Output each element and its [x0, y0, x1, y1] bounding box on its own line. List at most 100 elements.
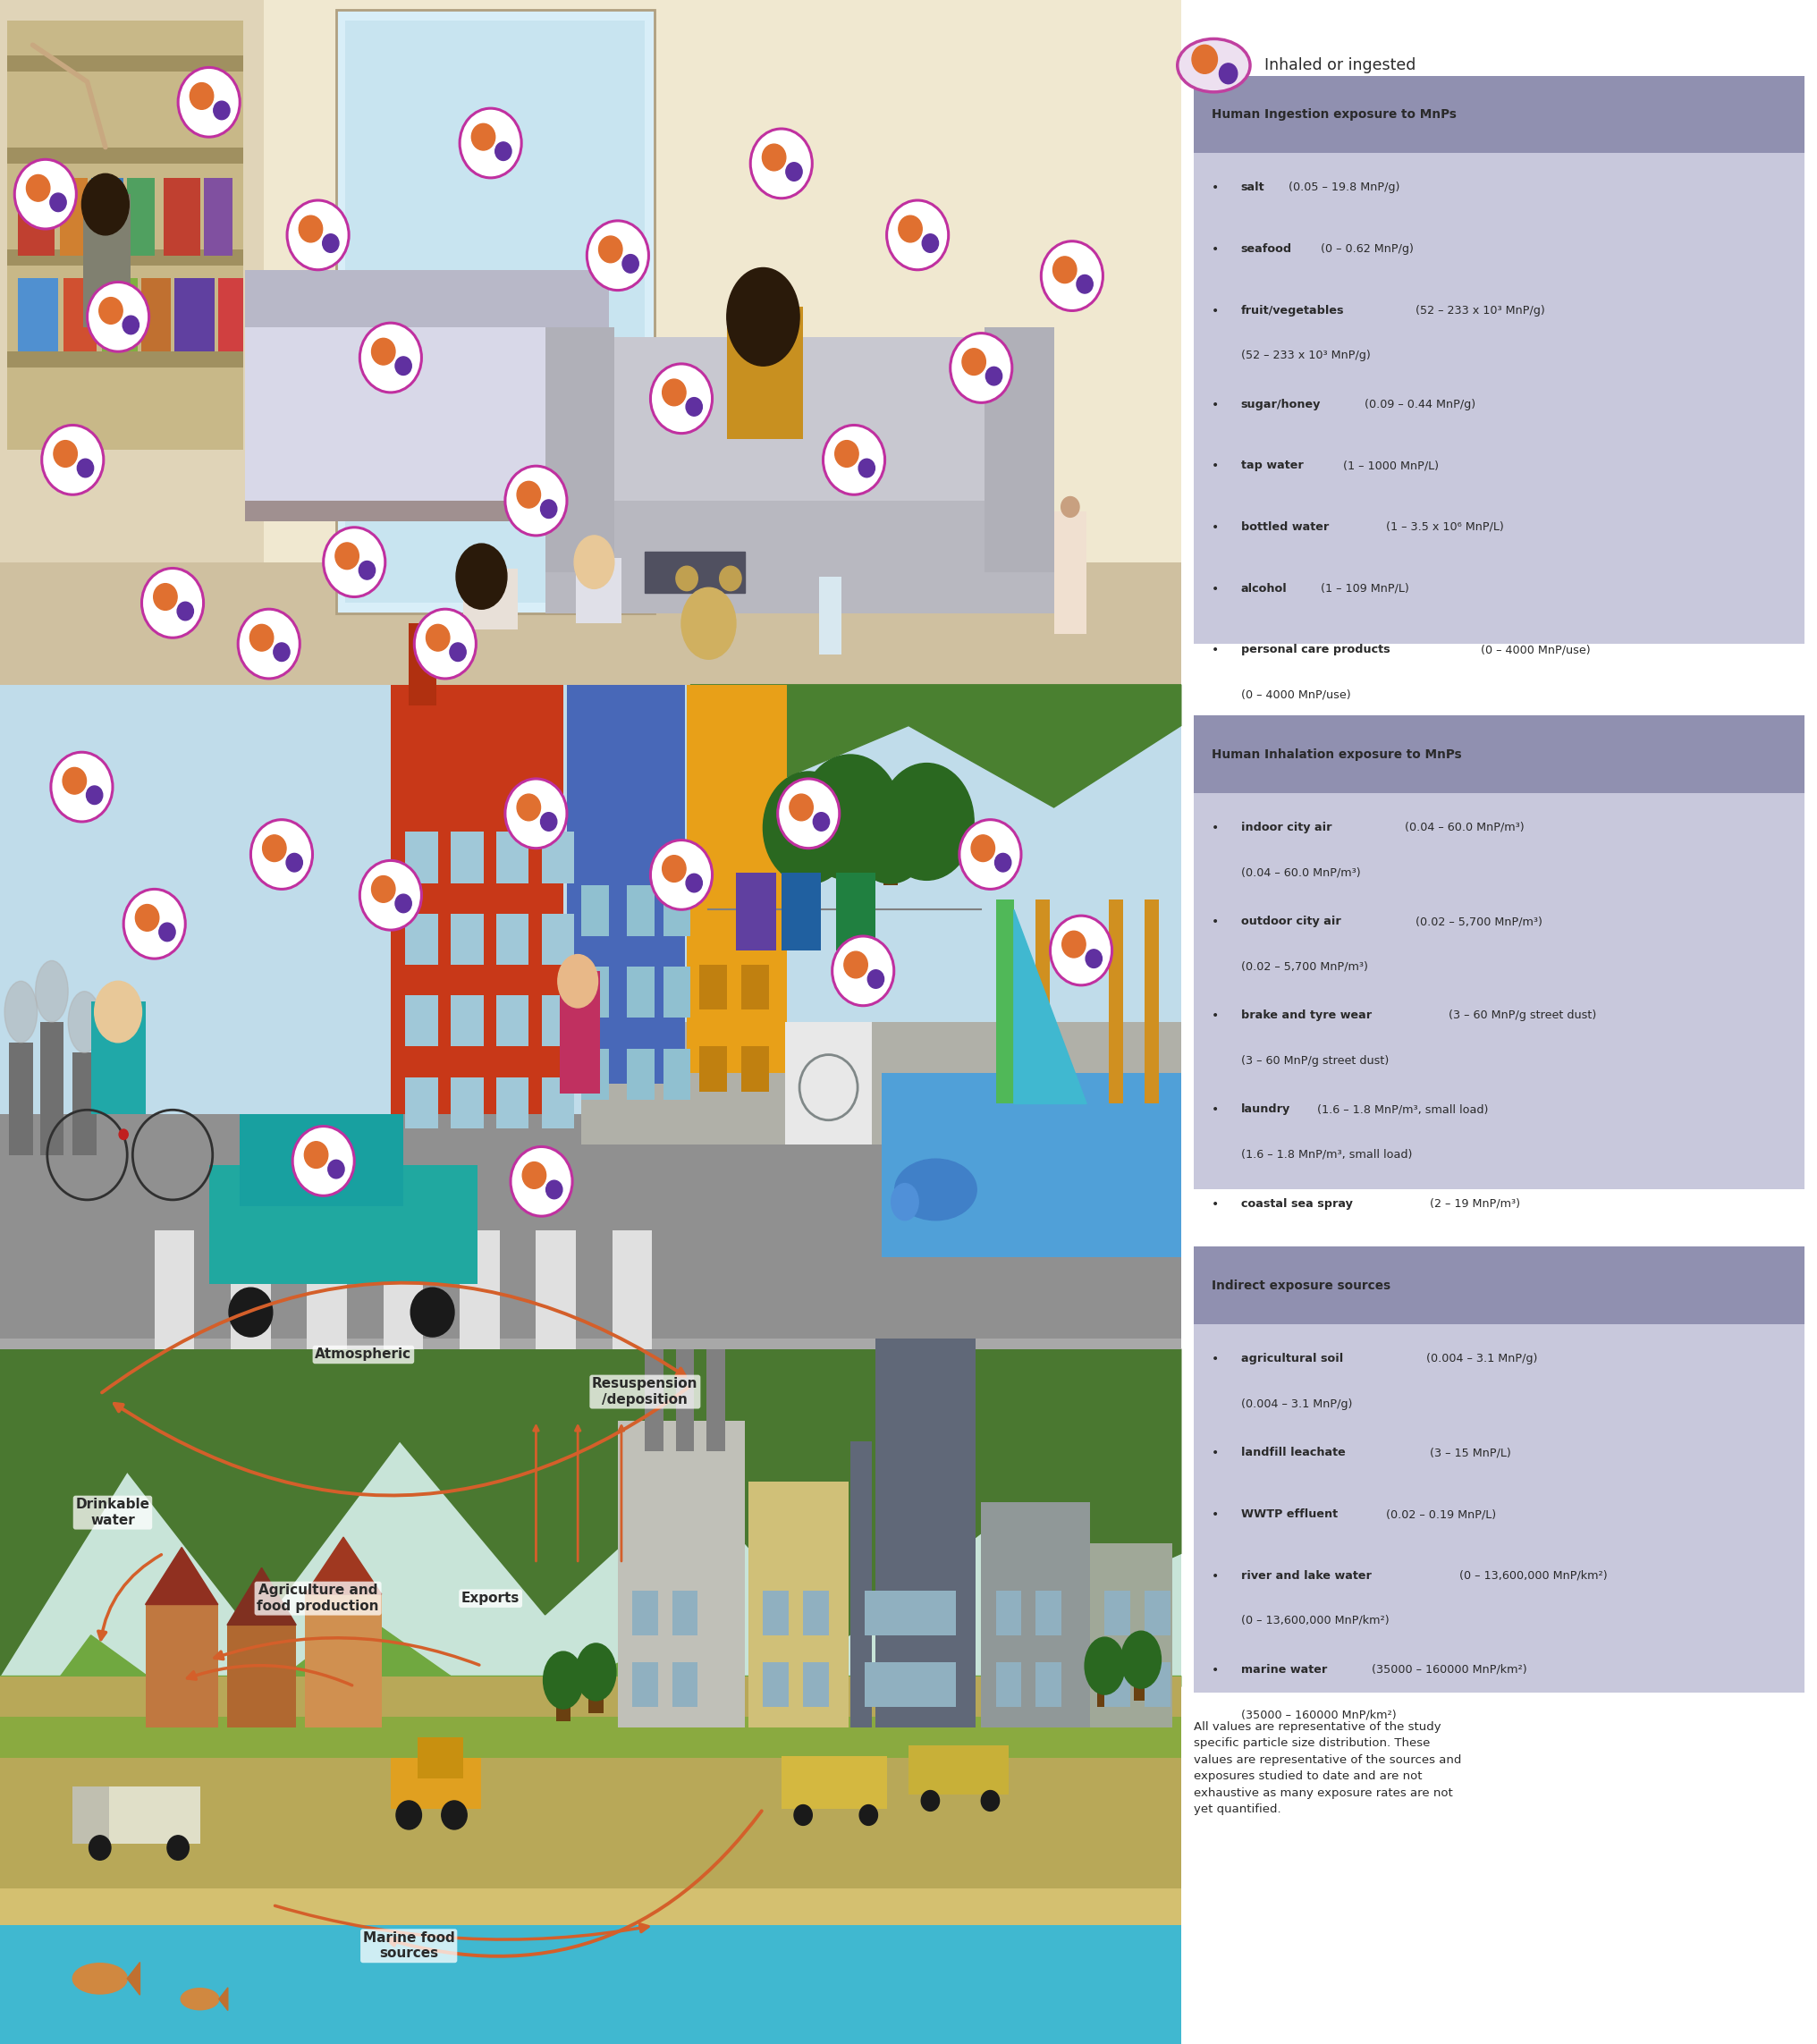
Ellipse shape [1219, 63, 1237, 84]
Text: (0.05 – 19.8 MnP/g): (0.05 – 19.8 MnP/g) [1285, 182, 1399, 194]
Text: •: • [1212, 1104, 1219, 1116]
FancyBboxPatch shape [905, 1662, 930, 1707]
FancyBboxPatch shape [240, 1114, 403, 1206]
Text: All values are representative of the study
specific particle size distribution. : All values are representative of the stu… [1194, 1721, 1461, 1815]
Text: •: • [1212, 583, 1219, 595]
Circle shape [142, 568, 204, 638]
FancyBboxPatch shape [763, 1590, 789, 1635]
FancyBboxPatch shape [1105, 1662, 1130, 1707]
FancyBboxPatch shape [1108, 899, 1123, 1104]
Text: indoor city air: indoor city air [1241, 822, 1332, 834]
Ellipse shape [160, 922, 176, 940]
FancyBboxPatch shape [7, 20, 243, 450]
Circle shape [750, 129, 812, 198]
FancyBboxPatch shape [245, 501, 609, 521]
FancyBboxPatch shape [801, 828, 816, 879]
FancyBboxPatch shape [1194, 1247, 1804, 1325]
FancyBboxPatch shape [18, 178, 55, 256]
Text: (0.02 – 0.19 MnP/L): (0.02 – 0.19 MnP/L) [1383, 1508, 1497, 1521]
FancyBboxPatch shape [91, 178, 124, 256]
Polygon shape [690, 685, 1181, 807]
Text: (0 – 4000 MnP/use): (0 – 4000 MnP/use) [1481, 644, 1590, 656]
Text: •: • [1212, 460, 1219, 472]
Text: (0.02 – 5,700 MnP/m³): (0.02 – 5,700 MnP/m³) [1241, 961, 1368, 973]
Ellipse shape [1121, 1631, 1161, 1688]
FancyBboxPatch shape [672, 1662, 698, 1707]
FancyBboxPatch shape [581, 967, 609, 1018]
FancyBboxPatch shape [850, 1441, 872, 1727]
Ellipse shape [334, 544, 360, 568]
FancyBboxPatch shape [618, 1421, 745, 1727]
Circle shape [293, 1126, 354, 1196]
Ellipse shape [273, 642, 291, 662]
FancyBboxPatch shape [749, 1482, 849, 1727]
Circle shape [124, 889, 185, 959]
FancyBboxPatch shape [418, 1737, 463, 1778]
Ellipse shape [1085, 948, 1101, 969]
FancyBboxPatch shape [981, 1502, 1090, 1727]
FancyBboxPatch shape [1036, 1590, 1061, 1635]
FancyBboxPatch shape [0, 1717, 1181, 1758]
Text: (1.6 – 1.8 MnP/m³, small load): (1.6 – 1.8 MnP/m³, small load) [1241, 1149, 1412, 1161]
Polygon shape [1014, 910, 1087, 1104]
FancyBboxPatch shape [231, 1230, 271, 1349]
FancyBboxPatch shape [7, 147, 243, 164]
Ellipse shape [214, 100, 229, 119]
Ellipse shape [1192, 45, 1217, 74]
FancyBboxPatch shape [996, 899, 1014, 1104]
FancyBboxPatch shape [890, 1662, 916, 1707]
Circle shape [587, 221, 649, 290]
Text: seafood: seafood [1241, 243, 1292, 256]
Ellipse shape [814, 811, 829, 830]
Text: (52 – 233 x 10³ MnP/g): (52 – 233 x 10³ MnP/g) [1415, 305, 1544, 317]
FancyBboxPatch shape [0, 685, 1181, 1349]
FancyArrowPatch shape [214, 1637, 480, 1666]
Ellipse shape [73, 1962, 127, 1995]
Polygon shape [127, 1962, 140, 1995]
Text: (35000 – 160000 MnP/km²): (35000 – 160000 MnP/km²) [1372, 1664, 1526, 1676]
Ellipse shape [358, 560, 374, 580]
FancyBboxPatch shape [700, 965, 727, 1010]
Polygon shape [0, 1615, 1181, 1758]
Text: fruit/vegetables: fruit/vegetables [1241, 305, 1345, 317]
Ellipse shape [178, 601, 194, 621]
Ellipse shape [4, 981, 36, 1042]
FancyBboxPatch shape [581, 885, 609, 936]
FancyBboxPatch shape [1145, 1590, 1170, 1635]
FancyBboxPatch shape [405, 832, 438, 883]
Circle shape [823, 425, 885, 495]
Text: river and lake water: river and lake water [1241, 1570, 1372, 1582]
Text: (0.04 – 60.0 MnP/m³): (0.04 – 60.0 MnP/m³) [1405, 822, 1524, 834]
FancyBboxPatch shape [496, 995, 529, 1047]
FancyBboxPatch shape [60, 178, 87, 256]
Bar [336, 10, 654, 613]
Text: alcohol: alcohol [1241, 583, 1286, 595]
Text: (0.004 – 3.1 MnP/g): (0.004 – 3.1 MnP/g) [1426, 1353, 1537, 1365]
FancyBboxPatch shape [785, 1022, 872, 1145]
FancyBboxPatch shape [865, 1590, 890, 1635]
FancyBboxPatch shape [1194, 76, 1804, 644]
Polygon shape [305, 1537, 382, 1594]
Ellipse shape [1076, 276, 1094, 294]
FancyBboxPatch shape [1054, 511, 1087, 634]
Text: Drinkable
water: Drinkable water [76, 1498, 149, 1527]
FancyBboxPatch shape [0, 1889, 1181, 1925]
FancyBboxPatch shape [836, 873, 876, 950]
Circle shape [505, 779, 567, 848]
Ellipse shape [25, 174, 51, 200]
FancyBboxPatch shape [627, 885, 654, 936]
FancyBboxPatch shape [843, 818, 858, 869]
Text: •: • [1212, 399, 1219, 411]
Ellipse shape [124, 317, 140, 335]
FancyBboxPatch shape [40, 1022, 64, 1155]
Circle shape [15, 159, 76, 229]
FancyBboxPatch shape [496, 1077, 529, 1128]
FancyBboxPatch shape [700, 1047, 727, 1091]
FancyBboxPatch shape [451, 914, 483, 965]
Text: (0 – 4000 MnP/use): (0 – 4000 MnP/use) [1241, 689, 1350, 701]
Text: (0 – 13,600,000 MnP/km²): (0 – 13,600,000 MnP/km²) [1459, 1570, 1608, 1582]
FancyBboxPatch shape [1036, 899, 1050, 1104]
Ellipse shape [794, 1805, 812, 1825]
FancyBboxPatch shape [676, 1349, 694, 1451]
Ellipse shape [518, 482, 541, 507]
